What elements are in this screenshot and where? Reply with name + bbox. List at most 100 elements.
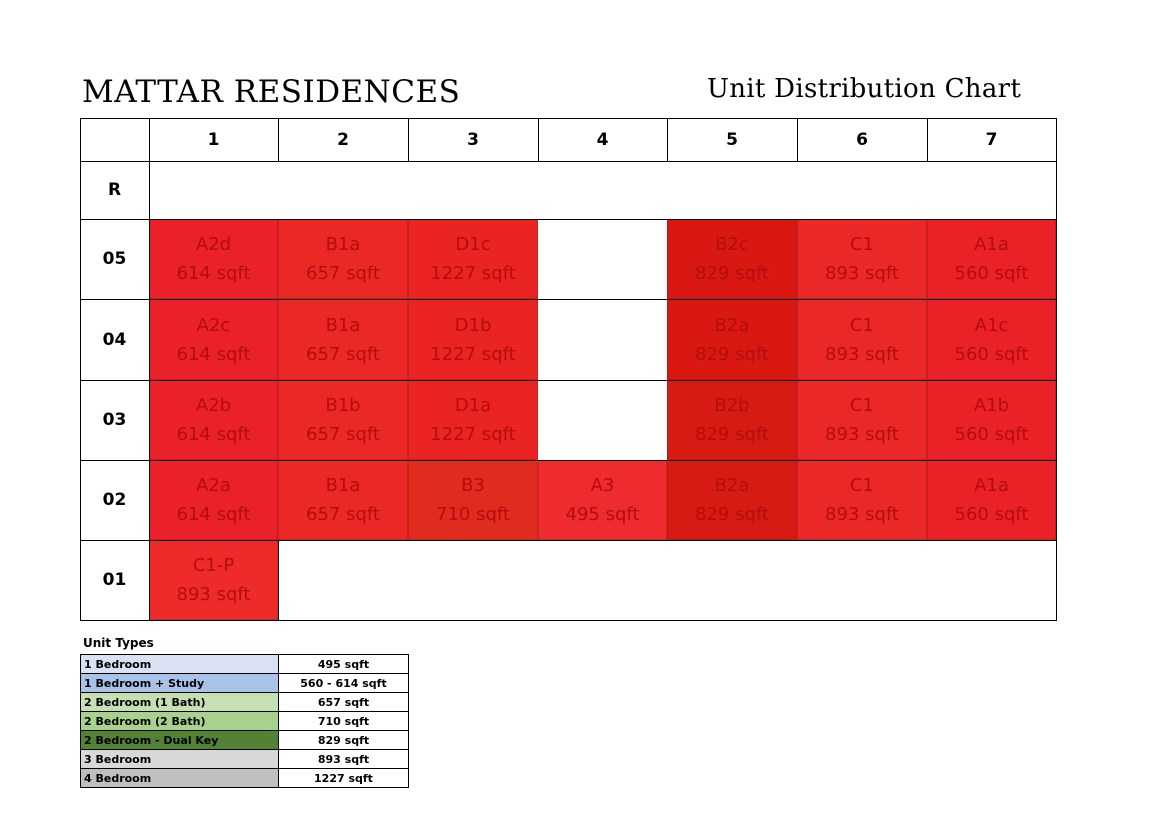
unit-cell: B2c 829 sqft bbox=[667, 219, 797, 299]
unit-size: 614 sqft bbox=[176, 504, 251, 525]
unit-name: B1a bbox=[325, 314, 361, 336]
unit-name: A2a bbox=[196, 475, 231, 496]
legend-row: 1 Bedroom 495 sqft bbox=[80, 654, 409, 674]
unit-size: 657 sqft bbox=[306, 343, 380, 365]
grid-line bbox=[797, 118, 798, 161]
grid-line bbox=[80, 299, 1057, 300]
unit-name: B2a bbox=[714, 475, 750, 496]
unit-size: 614 sqft bbox=[176, 343, 251, 365]
unit-type-size: 1227 sqft bbox=[278, 768, 409, 788]
column-header: 7 bbox=[985, 129, 998, 150]
grid-line bbox=[80, 380, 1057, 381]
grid-line bbox=[927, 118, 928, 161]
grid-line bbox=[80, 161, 1057, 162]
unit-cell: A1a 560 sqft bbox=[927, 460, 1056, 540]
unit-size: 1227 sqft bbox=[430, 424, 516, 445]
unit-name: D1a bbox=[454, 395, 492, 416]
grid-line bbox=[408, 118, 409, 161]
grid-line bbox=[80, 620, 1057, 621]
unit-size: 893 sqft bbox=[825, 263, 899, 284]
grid-line bbox=[80, 118, 81, 620]
grid-line bbox=[80, 460, 1057, 461]
unit-name: A1a bbox=[974, 475, 1009, 496]
unit-cell: A2d 614 sqft bbox=[149, 219, 278, 299]
unit-size: 710 sqft bbox=[436, 504, 510, 525]
unit-cell: B2a 829 sqft bbox=[667, 299, 797, 380]
unit-cell: A2a 614 sqft bbox=[149, 460, 278, 540]
grid-line bbox=[278, 540, 279, 620]
unit-size: 614 sqft bbox=[176, 424, 251, 445]
column-header: 5 bbox=[726, 129, 738, 150]
unit-size: 1227 sqft bbox=[430, 343, 516, 365]
unit-type-label: 1 Bedroom bbox=[80, 654, 279, 674]
unit-name: C1 bbox=[849, 314, 875, 336]
column-header: 6 bbox=[856, 129, 868, 150]
unit-name: A1c bbox=[974, 314, 1009, 336]
unit-cell: C1-P 893 sqft bbox=[149, 540, 278, 620]
unit-name: C1 bbox=[849, 475, 875, 496]
unit-cell: C1 893 sqft bbox=[797, 380, 927, 460]
unit-type-size: 657 sqft bbox=[278, 692, 409, 712]
grid-line bbox=[80, 219, 1057, 220]
floor-label: 02 bbox=[102, 490, 127, 510]
unit-size: 614 sqft bbox=[176, 263, 251, 284]
unit-name: A2c bbox=[196, 314, 231, 336]
floor-label: 04 bbox=[102, 329, 127, 350]
unit-cell: B1a 657 sqft bbox=[278, 460, 408, 540]
column-header: 2 bbox=[337, 129, 349, 150]
unit-cell: B1b 657 sqft bbox=[278, 380, 408, 460]
unit-name: A2b bbox=[195, 395, 232, 416]
unit-size: 657 sqft bbox=[306, 263, 380, 284]
unit-name: A2d bbox=[195, 234, 232, 255]
unit-cell: D1b 1227 sqft bbox=[408, 299, 538, 380]
unit-name: D1b bbox=[454, 314, 492, 336]
unit-size: 893 sqft bbox=[825, 343, 899, 365]
unit-name: C1 bbox=[849, 395, 875, 416]
floor-label: 01 bbox=[102, 570, 127, 590]
unit-type-label: 2 Bedroom - Dual Key bbox=[80, 730, 279, 750]
unit-name: B2c bbox=[715, 234, 749, 255]
unit-name: A3 bbox=[590, 475, 615, 496]
unit-type-size: 829 sqft bbox=[278, 730, 409, 750]
unit-size: 893 sqft bbox=[176, 584, 251, 605]
unit-cell: A2c 614 sqft bbox=[149, 299, 278, 380]
unit-cell: B2a 829 sqft bbox=[667, 460, 797, 540]
unit-size: 829 sqft bbox=[695, 263, 769, 284]
unit-type-size: 710 sqft bbox=[278, 711, 409, 731]
unit-name: A1a bbox=[974, 234, 1009, 255]
column-header: 1 bbox=[207, 129, 220, 150]
grid-line bbox=[278, 118, 279, 161]
grid-line bbox=[149, 118, 150, 620]
legend-row: 4 Bedroom 1227 sqft bbox=[80, 768, 409, 788]
unit-cell: B3 710 sqft bbox=[408, 460, 538, 540]
floor-label: 03 bbox=[102, 410, 127, 430]
grid-line bbox=[538, 118, 539, 161]
unit-size: 893 sqft bbox=[825, 504, 899, 525]
unit-size: 560 sqft bbox=[954, 424, 1029, 445]
unit-cell: B1a 657 sqft bbox=[278, 299, 408, 380]
legend-row: 2 Bedroom (2 Bath) 710 sqft bbox=[80, 711, 409, 731]
unit-name: B1b bbox=[325, 395, 361, 416]
grid-line bbox=[667, 118, 668, 161]
unit-name: B1a bbox=[325, 234, 361, 255]
unit-name: B2b bbox=[714, 395, 750, 416]
floor-label: R bbox=[107, 180, 122, 200]
unit-cell: D1c 1227 sqft bbox=[408, 219, 538, 299]
unit-cell: C1 893 sqft bbox=[797, 299, 927, 380]
legend-row: 1 Bedroom + Study 560 - 614 sqft bbox=[80, 673, 409, 693]
unit-name: D1c bbox=[455, 234, 491, 255]
unit-name: B2a bbox=[714, 314, 750, 336]
unit-type-label: 2 Bedroom (1 Bath) bbox=[80, 692, 279, 712]
column-header: 4 bbox=[596, 129, 609, 150]
grid-line bbox=[1056, 118, 1057, 620]
unit-name: A1b bbox=[973, 395, 1010, 416]
unit-cell: C1 893 sqft bbox=[797, 460, 927, 540]
unit-name: C1 bbox=[849, 234, 875, 255]
grid-line bbox=[80, 540, 1057, 541]
unit-size: 495 sqft bbox=[565, 504, 640, 525]
unit-cell: D1a 1227 sqft bbox=[408, 380, 538, 460]
unit-distribution-grid: 1 2 3 4 5 6 7 R 05 A2d 614 sqft B1a 657 sqft D1c 1227 … bbox=[80, 118, 1057, 621]
unit-cell: B2b 829 sqft bbox=[667, 380, 797, 460]
project-title: MATTAR RESIDENCES bbox=[82, 74, 461, 110]
grid-line bbox=[80, 118, 1057, 119]
